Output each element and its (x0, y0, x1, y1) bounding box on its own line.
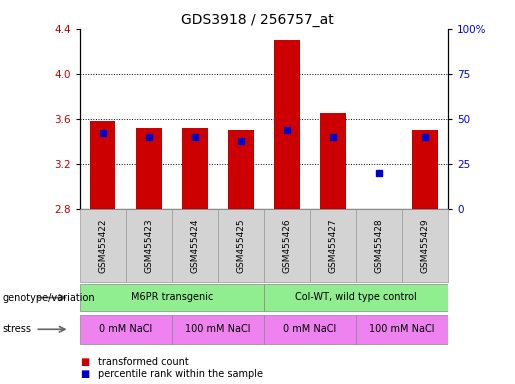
Text: GSM455428: GSM455428 (374, 218, 384, 273)
Text: ■: ■ (80, 357, 89, 367)
Text: stress: stress (3, 324, 31, 334)
Bar (172, 314, 264, 344)
Bar (182, 128, 208, 209)
Text: GSM455427: GSM455427 (329, 218, 337, 273)
Text: GSM455423: GSM455423 (144, 218, 153, 273)
Text: 0 mM NaCl: 0 mM NaCl (99, 324, 152, 334)
Bar (264, 314, 356, 344)
Text: GSM455422: GSM455422 (98, 218, 107, 273)
Bar (264, 209, 310, 282)
Text: genotype/variation: genotype/variation (3, 293, 95, 303)
Text: GSM455425: GSM455425 (236, 218, 246, 273)
Text: 100 mM NaCl: 100 mM NaCl (185, 324, 251, 334)
Text: GDS3918 / 256757_at: GDS3918 / 256757_at (181, 13, 334, 27)
Bar (218, 209, 264, 282)
Bar (264, 284, 448, 311)
Bar (413, 130, 438, 209)
Bar (172, 209, 218, 282)
Bar (356, 209, 402, 282)
Bar (228, 130, 253, 209)
Text: ■: ■ (80, 369, 89, 379)
Text: GSM455426: GSM455426 (282, 218, 291, 273)
Bar (320, 113, 346, 209)
Bar (80, 209, 126, 282)
Bar (274, 40, 300, 209)
Text: 0 mM NaCl: 0 mM NaCl (283, 324, 337, 334)
Text: GSM455429: GSM455429 (421, 218, 430, 273)
Bar (402, 209, 448, 282)
Text: 100 mM NaCl: 100 mM NaCl (369, 324, 435, 334)
Bar (80, 314, 172, 344)
Text: Col-WT, wild type control: Col-WT, wild type control (295, 292, 417, 302)
Text: transformed count: transformed count (98, 357, 188, 367)
Bar (90, 121, 115, 209)
Bar (126, 209, 172, 282)
Bar (310, 209, 356, 282)
Bar (136, 128, 162, 209)
Text: percentile rank within the sample: percentile rank within the sample (98, 369, 263, 379)
Bar (80, 284, 264, 311)
Text: GSM455424: GSM455424 (191, 218, 199, 273)
Bar (356, 314, 448, 344)
Text: M6PR transgenic: M6PR transgenic (131, 292, 213, 302)
